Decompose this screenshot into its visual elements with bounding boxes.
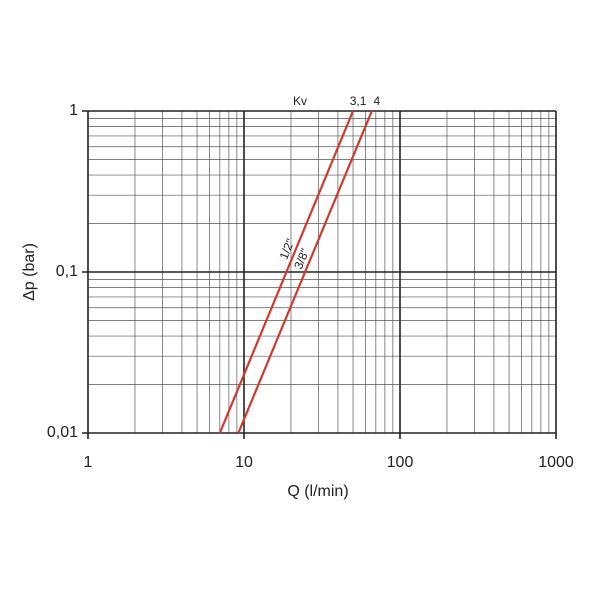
y-tick-label: 1 <box>69 102 78 119</box>
y-axis-title: Δp (bar) <box>21 243 38 301</box>
series-line <box>218 110 355 434</box>
x-tick-label: 10 <box>235 454 253 471</box>
x-tick-label: 100 <box>387 454 414 471</box>
legend-title: Kv <box>293 94 307 108</box>
x-tick-label: 1 <box>84 454 93 471</box>
series-name: 4 <box>374 94 381 108</box>
x-tick-label: 1000 <box>538 454 574 471</box>
series-name: 3,1 <box>350 94 367 108</box>
x-axis-title: Q (l/min) <box>287 483 348 500</box>
y-tick-label: 0,01 <box>47 424 78 441</box>
series-line <box>237 110 373 434</box>
y-tick-label: 0,1 <box>56 263 78 280</box>
